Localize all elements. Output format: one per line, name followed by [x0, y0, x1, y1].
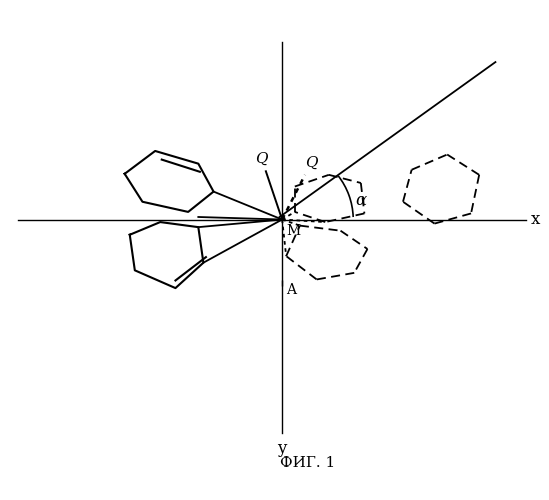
- Text: A: A: [286, 282, 296, 296]
- Text: y: y: [277, 440, 287, 458]
- Text: M: M: [286, 224, 300, 237]
- Text: x: x: [531, 211, 540, 228]
- Text: ФИГ. 1: ФИГ. 1: [280, 456, 335, 469]
- Text: Q: Q: [255, 152, 268, 166]
- Text: Q: Q: [305, 156, 317, 170]
- Text: α: α: [355, 192, 367, 208]
